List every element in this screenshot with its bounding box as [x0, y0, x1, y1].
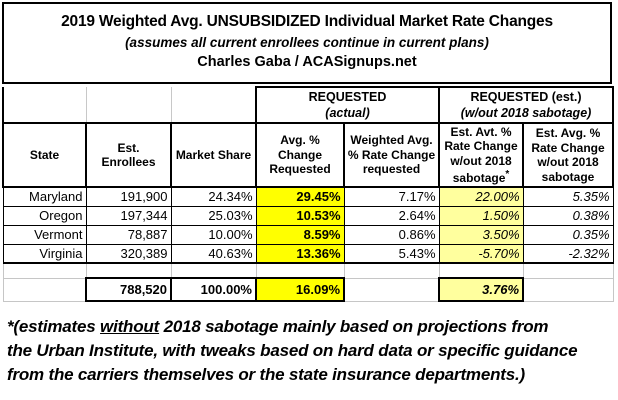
total-market-share-cell: 100.00% — [170, 277, 257, 302]
state-cell: Maryland — [2, 186, 87, 207]
footnote-line-2: the Urban Institute, with tweaks based o… — [7, 341, 578, 360]
weighted-avg-cell: 5.43% — [343, 243, 440, 264]
group-header-requested-actual: REQUESTED (actual) — [254, 86, 441, 124]
empty-cell — [85, 262, 172, 279]
enrollees-cell: 320,389 — [85, 243, 172, 264]
est-avg-cell: 0.38% — [522, 205, 614, 226]
group-blank-enrollees — [85, 87, 172, 124]
state-cell: Vermont — [2, 224, 87, 245]
group-header-requested-est: REQUESTED (est.) (w/out 2018 sabotage) — [438, 86, 615, 124]
spacer-row — [2, 262, 614, 279]
col-header-weighted-avg-rate-change: Weighted Avg. % Rate Change requested — [342, 122, 441, 188]
est-avg-cell: 0.35% — [522, 224, 614, 245]
table-row-oregon: Oregon 197,344 25.03% 10.53% 2.64% 1.50%… — [2, 205, 614, 226]
title-box: 2019 Weighted Avg. UNSUBSIDIZED Individu… — [2, 2, 612, 84]
page-title: 2019 Weighted Avg. UNSUBSIDIZED Individu… — [61, 13, 553, 30]
avg-change-cell: 13.36% — [255, 243, 345, 264]
footnote-line-1: *(estimates without 2018 sabotage mainly… — [7, 317, 549, 336]
total-est-avt-cell: 3.76% — [438, 277, 525, 302]
state-cell: Virginia — [2, 243, 87, 264]
est-avt-cell: -5.70% — [438, 243, 524, 264]
col-header-avg-change-requested: Avg. % Change Requested — [255, 122, 345, 188]
footnote-line-3: from the carriers themselves or the stat… — [7, 365, 525, 384]
empty-cell — [2, 262, 87, 279]
empty-cell — [438, 262, 524, 279]
table-row-maryland: Maryland 191,900 24.34% 29.45% 7.17% 22.… — [2, 186, 614, 207]
table-row-virginia: Virginia 320,389 40.63% 13.36% 5.43% -5.… — [2, 243, 614, 264]
empty-cell — [522, 277, 614, 302]
weighted-avg-cell: 2.64% — [343, 205, 440, 226]
col-header-est-avg-rate-change: Est. Avg. % Rate Change w/out 2018 sabot… — [522, 122, 615, 188]
empty-cell — [343, 262, 440, 279]
enrollees-cell: 78,887 — [85, 224, 172, 245]
avg-change-cell: 10.53% — [255, 205, 345, 226]
group-blank-state — [2, 87, 87, 124]
est-avt-cell: 22.00% — [438, 186, 524, 207]
total-avg-change-cell: 16.09% — [255, 277, 345, 302]
avg-change-cell: 8.59% — [255, 224, 345, 245]
empty-cell — [343, 277, 440, 302]
total-row: 788,520 100.00% 16.09% 3.76% — [2, 277, 614, 302]
group-header-row: REQUESTED (actual) REQUESTED (est.) (w/o… — [2, 86, 615, 124]
group-requested-est-line1: REQUESTED (est.) — [470, 90, 582, 104]
column-header-row: State Est. Enrollees Market Share Avg. %… — [2, 122, 615, 188]
table-row-vermont: Vermont 78,887 10.00% 8.59% 0.86% 3.50% … — [2, 224, 614, 245]
page-subtitle: (assumes all current enrollees continue … — [125, 35, 489, 50]
footnote-underlined-word: without — [100, 317, 160, 336]
avg-change-cell: 29.45% — [255, 186, 345, 207]
weighted-avg-cell: 0.86% — [343, 224, 440, 245]
est-avg-cell: 5.35% — [522, 186, 614, 207]
group-requested-actual-line1: REQUESTED — [308, 90, 387, 104]
group-requested-est-line2: (w/out 2018 sabotage) — [460, 106, 592, 120]
market-share-cell: 24.34% — [170, 186, 257, 207]
total-enrollees-cell: 788,520 — [85, 277, 172, 302]
col-header-state: State — [2, 122, 87, 188]
page-author: Charles Gaba / ACASignups.net — [197, 54, 417, 70]
col-header-enrollees: Est. Enrollees — [85, 122, 172, 188]
group-requested-actual-line2: (actual) — [325, 106, 370, 120]
col-header-market-share: Market Share — [170, 122, 257, 188]
market-share-cell: 40.63% — [170, 243, 257, 264]
enrollees-cell: 197,344 — [85, 205, 172, 226]
col-header-est-avt-rate-change: Est. Avt. % Rate Change w/out 2018 sabot… — [438, 122, 525, 188]
weighted-avg-cell: 7.17% — [343, 186, 440, 207]
footnote: *(estimates without 2018 sabotage mainly… — [7, 315, 613, 387]
rate-change-table: REQUESTED (actual) REQUESTED (est.) (w/o… — [2, 86, 615, 302]
empty-cell — [522, 262, 614, 279]
group-blank-share — [170, 87, 257, 124]
market-share-cell: 25.03% — [170, 205, 257, 226]
empty-cell — [2, 277, 87, 302]
est-avg-cell: -2.32% — [522, 243, 614, 264]
empty-cell — [255, 262, 345, 279]
empty-cell — [170, 262, 257, 279]
market-share-cell: 10.00% — [170, 224, 257, 245]
state-cell: Oregon — [2, 205, 87, 226]
enrollees-cell: 191,900 — [85, 186, 172, 207]
est-avt-cell: 1.50% — [438, 205, 524, 226]
est-avt-cell: 3.50% — [438, 224, 524, 245]
footnote-asterisk-marker: * — [505, 169, 510, 180]
